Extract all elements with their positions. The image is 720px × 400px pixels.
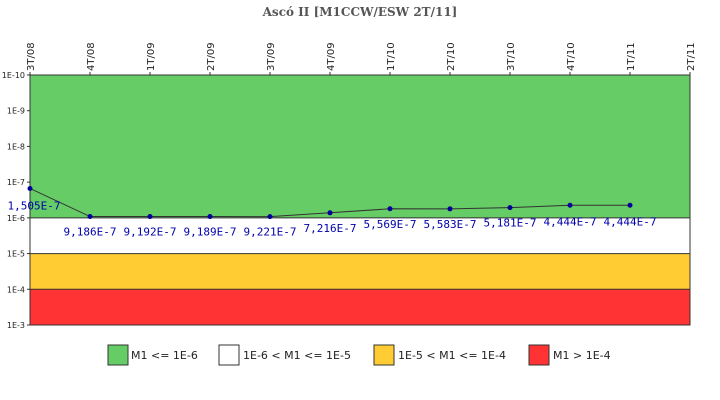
legend-swatch <box>528 344 550 366</box>
plot-frame <box>29 74 691 326</box>
legend-label: M1 <= 1E-6 <box>131 349 198 362</box>
y-tick-label: 1E-8 <box>7 142 25 151</box>
y-tick-label: 1E-5 <box>7 250 25 259</box>
data-point <box>627 202 633 208</box>
band-2 <box>30 253 690 290</box>
y-tick-label: 1E-4 <box>7 285 25 294</box>
data-point <box>147 214 153 220</box>
legend-label: M1 > 1E-4 <box>553 349 611 362</box>
x-tick-label: 4T/09 <box>326 42 337 71</box>
data-label: 9,192E-7 <box>124 226 177 239</box>
data-point <box>267 214 273 220</box>
x-tick-label: 1T/10 <box>386 42 397 71</box>
x-tick-label: 3T/10 <box>506 42 517 71</box>
data-point <box>567 202 573 208</box>
x-tick-label: 2T/09 <box>206 42 217 71</box>
data-label: 9,189E-7 <box>184 226 237 239</box>
data-label: 7,216E-7 <box>304 222 357 235</box>
y-tick-label: 1E-9 <box>7 107 25 116</box>
y-tick-label: 1E-6 <box>7 214 25 223</box>
x-tick-label: 2T/10 <box>446 42 457 71</box>
x-tick-label: 3T/09 <box>266 42 277 71</box>
y-tick-label: 1E-3 <box>7 321 25 330</box>
band-0 <box>30 75 690 218</box>
legend-swatch <box>218 344 240 366</box>
x-tick-label: 1T/11 <box>626 42 637 71</box>
x-tick-label: 3T/08 <box>26 42 37 71</box>
data-point <box>87 214 93 220</box>
data-label: 9,186E-7 <box>64 226 117 239</box>
legend-label: 1E-6 < M1 <= 1E-5 <box>243 349 351 362</box>
band-3 <box>30 289 690 325</box>
data-label: 4,444E-7 <box>604 215 657 228</box>
data-label: 4,444E-7 <box>544 215 597 228</box>
x-tick-label: 4T/10 <box>566 42 577 71</box>
legend-swatch <box>373 344 395 366</box>
data-label: 5,181E-7 <box>484 217 537 230</box>
data-label: 5,583E-7 <box>424 218 477 231</box>
data-point <box>447 206 453 212</box>
legend-swatch <box>107 344 129 366</box>
data-point <box>27 185 33 191</box>
data-point <box>327 210 333 216</box>
x-tick-label: 4T/08 <box>86 42 97 71</box>
y-tick-label: 1E-7 <box>7 178 25 187</box>
data-label: 5,569E-7 <box>364 218 417 231</box>
data-label: 9,221E-7 <box>244 226 297 239</box>
x-tick-label: 2T/11 <box>686 42 697 71</box>
data-label: 1,505E-7 <box>8 199 61 212</box>
band-1 <box>30 217 690 254</box>
y-tick-label: 1E-10 <box>2 71 25 80</box>
x-tick-label: 1T/09 <box>146 42 157 71</box>
legend-label: 1E-5 < M1 <= 1E-4 <box>398 349 506 362</box>
data-point <box>207 214 213 220</box>
data-point <box>507 205 513 211</box>
data-point <box>387 206 393 212</box>
chart-title: Ascó II [M1CCW/ESW 2T/11] <box>262 5 458 19</box>
